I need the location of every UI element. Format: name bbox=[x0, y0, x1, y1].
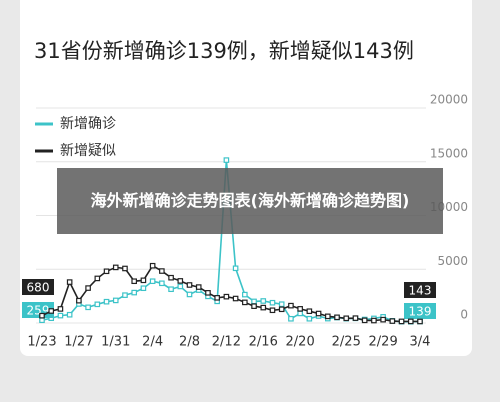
chart-title: 31省份新增确诊139例，新增疑似143例 bbox=[34, 39, 414, 63]
point-marker bbox=[417, 318, 423, 325]
point-marker bbox=[389, 318, 396, 324]
series-line bbox=[41, 264, 421, 323]
value-label-box bbox=[404, 303, 436, 319]
point-marker bbox=[325, 313, 331, 320]
point-marker bbox=[159, 280, 165, 287]
point-marker bbox=[48, 308, 55, 314]
point-marker bbox=[131, 278, 137, 285]
point-marker bbox=[407, 318, 414, 325]
point-marker bbox=[112, 264, 119, 271]
point-marker bbox=[306, 308, 313, 315]
x-tick-label: 2/29 bbox=[369, 335, 398, 350]
point-marker bbox=[195, 284, 202, 290]
point-marker bbox=[39, 312, 45, 319]
point-marker bbox=[269, 299, 276, 306]
point-marker bbox=[66, 279, 73, 285]
point-marker bbox=[278, 301, 285, 307]
point-marker bbox=[297, 310, 303, 317]
point-marker bbox=[223, 157, 230, 163]
point-marker bbox=[57, 306, 64, 312]
point-marker bbox=[149, 278, 156, 285]
x-tick-label: 2/8 bbox=[179, 335, 200, 350]
point-marker bbox=[269, 307, 276, 314]
y-tick-label: 20000 bbox=[430, 93, 468, 107]
x-tick-label: 1/31 bbox=[101, 335, 130, 350]
point-marker bbox=[94, 301, 101, 308]
point-marker bbox=[85, 285, 91, 291]
value-label: 139 bbox=[409, 305, 432, 319]
x-tick-label: 2/20 bbox=[286, 335, 315, 350]
x-tick-label: 3/4 bbox=[410, 335, 431, 350]
point-marker bbox=[103, 298, 110, 305]
point-marker bbox=[149, 262, 156, 269]
point-marker bbox=[57, 312, 64, 319]
point-marker bbox=[76, 297, 82, 304]
point-marker bbox=[232, 295, 239, 302]
y-tick-label: 15000 bbox=[430, 146, 468, 160]
point-marker bbox=[66, 311, 73, 318]
point-marker bbox=[334, 314, 340, 321]
point-marker bbox=[260, 298, 267, 304]
x-tick-label: 2/25 bbox=[332, 335, 361, 350]
point-marker bbox=[205, 290, 211, 296]
x-tick-label: 2/16 bbox=[249, 335, 278, 350]
point-marker bbox=[122, 292, 128, 298]
point-marker bbox=[85, 304, 91, 311]
point-marker bbox=[371, 317, 377, 324]
point-marker bbox=[122, 265, 128, 272]
point-marker bbox=[94, 275, 101, 282]
x-tick-label: 2/12 bbox=[212, 335, 241, 350]
x-tick-label: 2/4 bbox=[142, 335, 163, 350]
point-marker bbox=[315, 310, 322, 317]
point-marker bbox=[251, 303, 257, 309]
value-label: 680 bbox=[27, 281, 50, 295]
point-marker bbox=[380, 316, 386, 323]
value-label-box bbox=[22, 279, 54, 295]
point-marker bbox=[131, 289, 137, 296]
point-marker bbox=[177, 283, 184, 290]
point-marker bbox=[288, 302, 294, 309]
point-marker bbox=[242, 291, 248, 298]
point-marker bbox=[177, 278, 184, 284]
legend-label: 新增确诊 bbox=[60, 116, 116, 132]
point-marker bbox=[278, 306, 285, 313]
point-marker bbox=[242, 299, 248, 306]
y-tick-label: 0 bbox=[460, 308, 468, 322]
point-marker bbox=[398, 318, 405, 325]
point-marker bbox=[140, 277, 147, 284]
point-marker bbox=[361, 317, 368, 324]
value-label: 143 bbox=[409, 284, 432, 298]
x-tick-label: 1/27 bbox=[64, 335, 93, 350]
point-marker bbox=[306, 315, 313, 322]
point-marker bbox=[112, 297, 119, 304]
point-marker bbox=[140, 285, 147, 292]
point-marker bbox=[214, 295, 220, 301]
point-marker bbox=[103, 268, 110, 275]
point-marker bbox=[168, 286, 174, 293]
point-marker bbox=[39, 317, 45, 324]
chart: 31省份新增确诊139例，新增疑似143例 050001000015000200… bbox=[22, 39, 468, 350]
point-marker bbox=[343, 315, 350, 322]
overlay-caption: 海外新增确诊走势图表(海外新增确诊趋势图) bbox=[57, 168, 443, 234]
point-marker bbox=[352, 315, 359, 321]
point-marker bbox=[159, 268, 165, 274]
point-marker bbox=[186, 291, 193, 298]
point-marker bbox=[288, 315, 294, 322]
legend-label: 新增疑似 bbox=[60, 143, 116, 159]
point-marker bbox=[223, 293, 230, 300]
y-tick-label: 5000 bbox=[437, 254, 468, 268]
point-marker bbox=[297, 306, 303, 312]
value-label-box bbox=[404, 282, 436, 298]
value-label: 259 bbox=[27, 304, 50, 318]
point-marker bbox=[168, 274, 174, 281]
point-marker bbox=[251, 298, 257, 305]
point-marker bbox=[232, 265, 239, 272]
point-marker bbox=[260, 304, 267, 311]
x-tick-label: 1/23 bbox=[27, 335, 56, 350]
point-marker bbox=[186, 282, 193, 288]
